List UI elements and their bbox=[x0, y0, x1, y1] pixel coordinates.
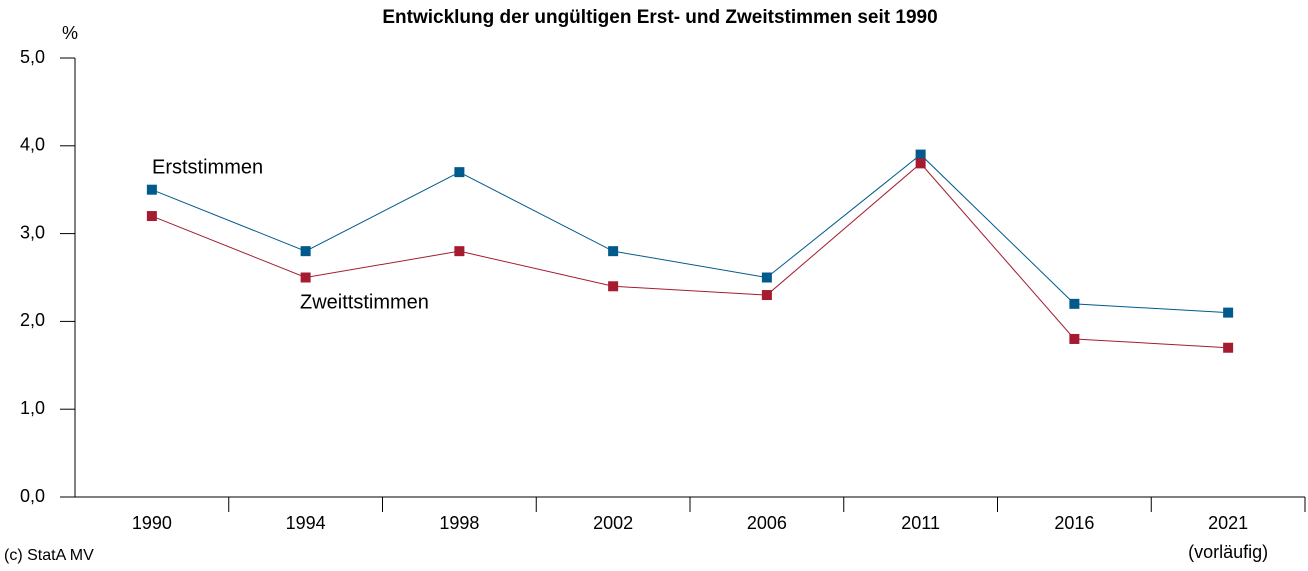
x-tick-label: 1994 bbox=[286, 513, 326, 533]
marker bbox=[454, 246, 465, 257]
y-tick-label: 1,0 bbox=[20, 398, 45, 418]
marker bbox=[915, 149, 926, 160]
chart-title: Entwicklung der ungültigen Erst- und Zwe… bbox=[382, 7, 937, 28]
marker bbox=[300, 246, 311, 257]
marker bbox=[146, 211, 157, 222]
marker bbox=[300, 272, 311, 283]
marker bbox=[915, 158, 926, 169]
series-line bbox=[151, 162, 1229, 349]
y-tick-label: 0,0 bbox=[20, 486, 45, 506]
x-tick-label: 2002 bbox=[593, 513, 633, 533]
x-tick-label: 2006 bbox=[747, 513, 787, 533]
marker bbox=[1069, 333, 1080, 344]
marker bbox=[1069, 298, 1080, 309]
x-tick-label: 1990 bbox=[132, 513, 172, 533]
series-label: Erststimmen bbox=[152, 156, 263, 178]
x-tick-label: 2021 bbox=[1208, 513, 1248, 533]
source: (c) StatA MV bbox=[4, 547, 94, 564]
marker bbox=[761, 272, 772, 283]
marker bbox=[1223, 342, 1234, 353]
marker bbox=[608, 281, 619, 292]
marker bbox=[454, 167, 465, 178]
y-tick-label: 2,0 bbox=[20, 310, 45, 330]
marker bbox=[1223, 307, 1234, 318]
series-line bbox=[151, 153, 1229, 314]
x-tick-label: 2011 bbox=[901, 513, 940, 533]
marker bbox=[608, 246, 619, 257]
marker bbox=[146, 184, 157, 195]
series-label: Zweittstimmen bbox=[300, 291, 429, 313]
x-tick-label: 1998 bbox=[439, 513, 479, 533]
y-axis-label: % bbox=[62, 23, 78, 43]
x-tick-label: 2016 bbox=[1054, 513, 1094, 533]
y-tick-label: 5,0 bbox=[20, 47, 45, 67]
x-tick-note: (vorläufig) bbox=[1188, 542, 1268, 562]
y-tick-label: 4,0 bbox=[20, 135, 45, 155]
y-tick-label: 3,0 bbox=[20, 222, 45, 242]
marker bbox=[761, 290, 772, 301]
